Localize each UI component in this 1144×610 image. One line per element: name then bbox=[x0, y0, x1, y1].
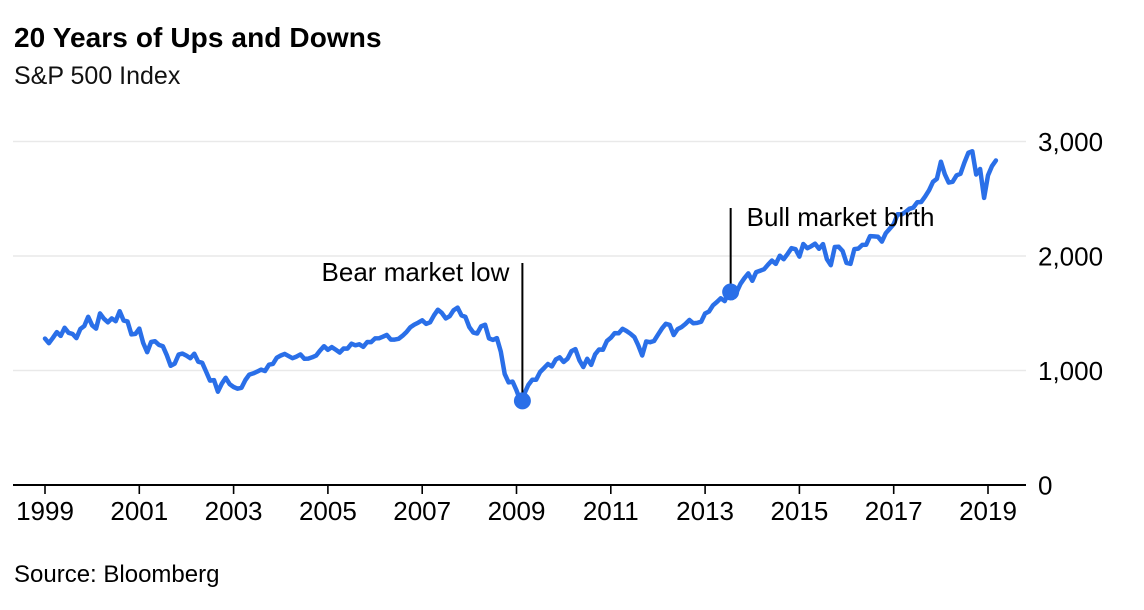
bear-market-low-label: Bear market low bbox=[322, 257, 510, 287]
bull-market-birth-marker-dot bbox=[722, 283, 740, 301]
sp500-series-line bbox=[42, 149, 999, 404]
x-tick-label-2005: 2005 bbox=[299, 496, 357, 526]
x-tick-label-2019: 2019 bbox=[959, 496, 1017, 526]
x-tick-label-2013: 2013 bbox=[676, 496, 734, 526]
x-tick-label-2017: 2017 bbox=[865, 496, 923, 526]
x-tick-label-2007: 2007 bbox=[393, 496, 451, 526]
y-tick-label-2000: 2,000 bbox=[1038, 242, 1103, 272]
y-tick-label-0: 0 bbox=[1038, 471, 1052, 501]
chart-title: 20 Years of Ups and Downs bbox=[14, 22, 382, 53]
chart-subtitle: S&P 500 Index bbox=[14, 62, 181, 90]
x-tick-label-2011: 2011 bbox=[583, 496, 639, 526]
x-tick-label-2009: 2009 bbox=[488, 496, 546, 526]
x-tick-label-2003: 2003 bbox=[205, 496, 263, 526]
y-tick-label-3000: 3,000 bbox=[1038, 127, 1103, 157]
y-tick-label-1000: 1,000 bbox=[1038, 356, 1103, 386]
x-tick-label-2015: 2015 bbox=[770, 496, 828, 526]
bear-market-low-marker-dot bbox=[513, 392, 531, 410]
x-tick-label-2001: 2001 bbox=[110, 496, 168, 526]
bull-market-birth-label: Bull market birth bbox=[747, 202, 935, 232]
x-tick-label-1999: 1999 bbox=[16, 496, 74, 526]
source-credit: Source: Bloomberg bbox=[14, 561, 220, 588]
